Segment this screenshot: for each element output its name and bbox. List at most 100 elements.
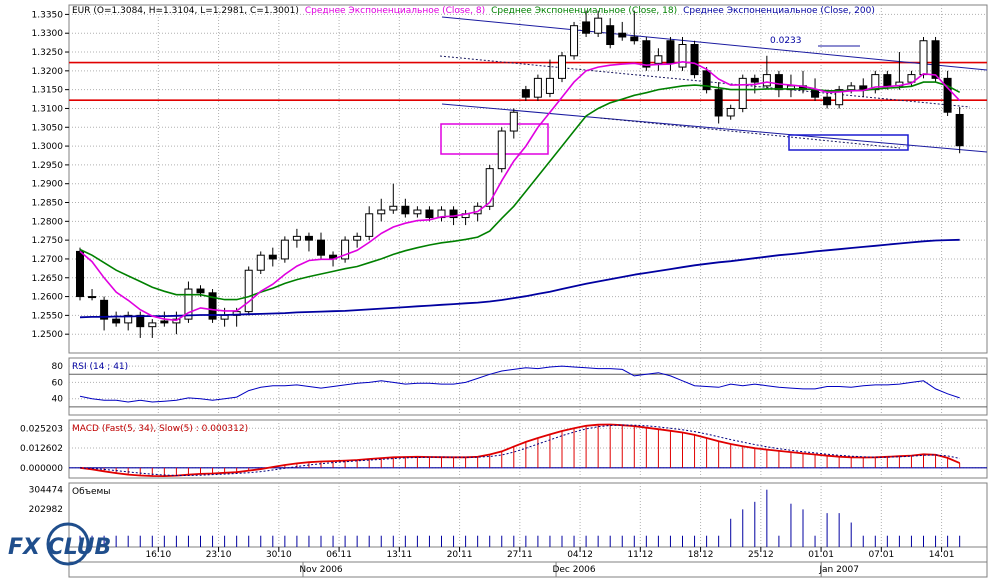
candle-body [449, 209, 458, 219]
panel-frame-0 [68, 4, 988, 354]
candle [76, 247, 84, 301]
candle-body [931, 40, 940, 79]
macd-line [79, 423, 961, 478]
candle-body [811, 89, 820, 98]
price-legend: EUR (O=1.3084, H=1.3104, L=1.2981, C=1.3… [72, 6, 875, 16]
candle [955, 106, 964, 154]
candle-body [545, 77, 554, 94]
ema200-line [79, 238, 960, 319]
candle [835, 85, 844, 109]
candle-body [558, 55, 566, 79]
price-tick-label: 1.2750 [32, 236, 64, 246]
candle-body [618, 32, 627, 38]
date-tick-label: 25.12 [748, 550, 774, 560]
candle [317, 232, 325, 259]
date-tick-label: 23.10 [206, 550, 232, 560]
candle-body [750, 77, 759, 83]
candle-body [341, 239, 350, 260]
candle-body [365, 213, 374, 237]
ema18-line [79, 81, 961, 301]
candle-body [606, 25, 615, 46]
candle-body [76, 250, 84, 298]
price-tick-label: 1.2900 [32, 180, 64, 190]
macd-signal-line [79, 424, 960, 476]
panel-frame-3 [68, 482, 988, 548]
candle [88, 289, 97, 301]
measure-label: 0.0233 [770, 36, 802, 46]
volume-label: Объемы [72, 487, 110, 497]
candle-body [413, 209, 422, 215]
candle-body [919, 40, 928, 76]
candle [148, 319, 157, 338]
legend-ohlc: EUR (O=1.3084, H=1.3104, L=1.2981, C=1.3… [72, 6, 299, 16]
candle [690, 40, 699, 79]
candle [425, 206, 434, 222]
candle-body [88, 296, 97, 299]
price-tick-label: 1.2550 [32, 311, 64, 321]
candle-body [292, 235, 301, 241]
candle-body [160, 320, 169, 324]
candle [413, 206, 422, 218]
candle [570, 21, 579, 60]
month-label: Dec 2006 [552, 565, 595, 575]
candle-body [702, 70, 711, 91]
candle [304, 232, 313, 252]
date-tick-label: 30.10 [266, 550, 292, 560]
date-tick-label: 20.11 [447, 550, 473, 560]
candle [509, 108, 518, 139]
fxclub-logo-text: FX CLUB [8, 535, 111, 560]
candle-body [654, 55, 663, 64]
rsi-line [79, 365, 960, 403]
candle [533, 74, 542, 101]
candle [341, 236, 350, 263]
candle-body [244, 269, 253, 313]
candle-body [353, 235, 362, 241]
legend-ma8: Среднее Экспоненциальное (Close, 8) [305, 6, 485, 16]
candle-body [847, 85, 856, 91]
candle-body [280, 239, 289, 260]
date-tick-label: 07.01 [868, 550, 894, 560]
price-tick-label: 1.2600 [32, 293, 64, 303]
candle [244, 266, 253, 316]
rsi-tick-label: 60 [52, 378, 64, 388]
candle [256, 251, 265, 274]
candle [702, 67, 711, 94]
candle [280, 236, 289, 263]
candle-body [521, 89, 530, 98]
macd-tick-label: 0.012602 [20, 444, 63, 454]
price-tick-label: 1.3250 [32, 48, 64, 58]
candle-body [377, 209, 386, 215]
candle-body [955, 113, 964, 147]
macd-tick-label: 0.000000 [20, 464, 63, 474]
candle-body [100, 299, 109, 320]
candle-body [823, 96, 832, 106]
candle-body [594, 17, 603, 34]
candle-body [317, 239, 325, 256]
candle-body [473, 205, 482, 215]
date-tick-label: 14.01 [929, 550, 955, 560]
candle-body [112, 318, 121, 324]
candle [738, 74, 747, 113]
rsi-label: RSI (14 ; 41) [72, 362, 128, 372]
volume-tick-label: 304474 [29, 486, 64, 496]
month-label: Jan 2007 [818, 565, 859, 575]
price-tick-label: 1.3050 [32, 123, 64, 133]
candle-body [582, 21, 591, 34]
candle-body [738, 77, 747, 109]
price-tick-label: 1.3350 [32, 10, 64, 20]
candle [521, 85, 530, 101]
date-tick-label: 18.12 [688, 550, 714, 560]
price-tick-label: 1.2650 [32, 274, 64, 284]
price-tick-label: 1.3100 [32, 104, 64, 114]
candle-body [630, 36, 639, 42]
candle [762, 55, 771, 90]
candle [582, 10, 591, 37]
candle [630, 10, 639, 45]
candle-body [389, 205, 398, 211]
date-tick-label: 13.11 [386, 550, 412, 560]
candle-body [148, 322, 157, 328]
candle-body [690, 44, 699, 76]
candle-body [666, 40, 675, 64]
magenta-box [440, 123, 549, 155]
